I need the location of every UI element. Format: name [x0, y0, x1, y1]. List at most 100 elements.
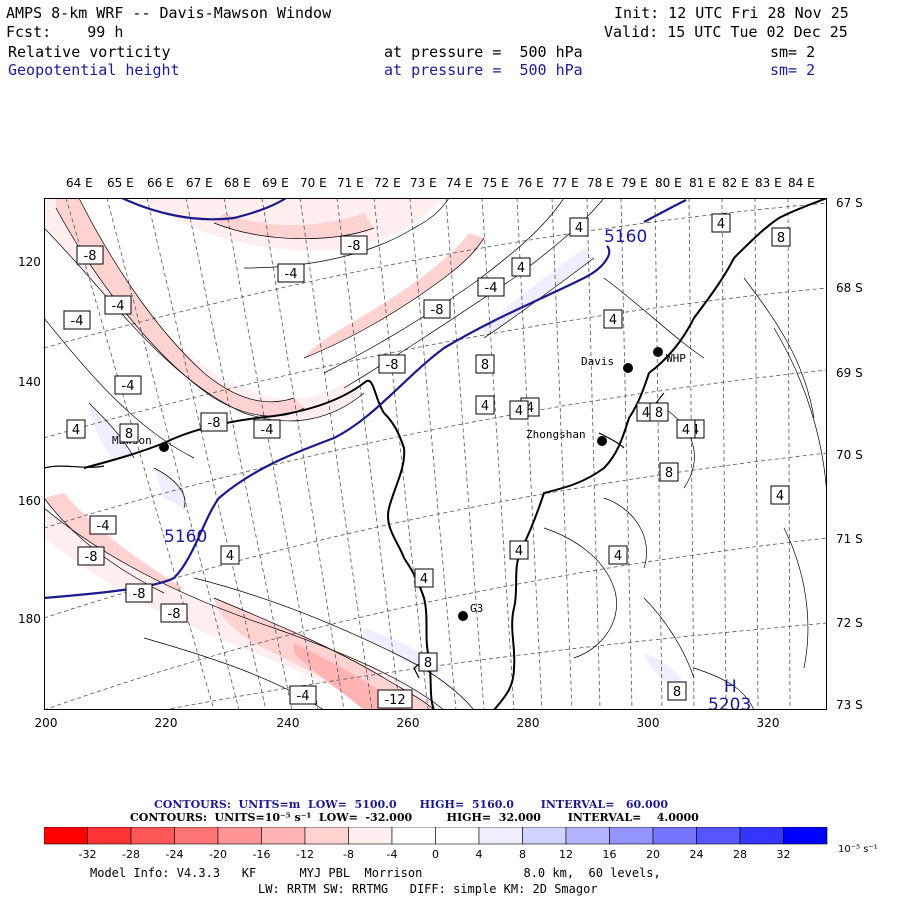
lon-label: 66 E [147, 176, 174, 190]
field2-level: at pressure = 500 hPa [384, 61, 583, 79]
svg-text:-8: -8 [84, 249, 97, 264]
contour-label: 4 [711, 213, 731, 233]
svg-text:-4: -4 [122, 379, 135, 394]
svg-text:-8: -8 [168, 607, 181, 622]
colorbar-label: -16 [252, 848, 271, 861]
high-marker: H [724, 677, 737, 697]
svg-text:-4: -4 [261, 423, 274, 438]
station-label: G3 [470, 602, 483, 615]
contour-label: 4 [511, 257, 531, 277]
field1-level: at pressure = 500 hPa [384, 43, 583, 61]
contour-label: -4 [63, 310, 91, 330]
svg-text:4: 4 [609, 313, 617, 328]
lat-label: 71 S [836, 532, 863, 546]
svg-text:4: 4 [717, 217, 725, 232]
davis-marker [623, 363, 633, 373]
x-tick: 260 [396, 716, 420, 730]
contour-label: -4 [104, 295, 132, 315]
contour-label: -4 [289, 685, 317, 705]
svg-text:8: 8 [655, 406, 663, 421]
colorbar-swatch [44, 827, 88, 845]
svg-text:8: 8 [481, 358, 489, 373]
colorbar-label: 28 [733, 848, 747, 861]
svg-text:4: 4 [226, 549, 234, 564]
high-value: 5203 [708, 695, 751, 710]
svg-text:-8: -8 [208, 416, 221, 431]
contour-label: -8 [77, 546, 105, 566]
colorbar-label: 4 [475, 848, 483, 861]
lon-label: 76 E [517, 176, 544, 190]
lon-label: 72 E [374, 176, 401, 190]
whp-marker [653, 347, 663, 357]
svg-text:8: 8 [777, 231, 785, 246]
colorbar-swatch [739, 827, 784, 845]
svg-text:4: 4 [481, 399, 489, 414]
lon-label: 84 E [788, 176, 815, 190]
zhongshan-marker [597, 436, 607, 446]
colorbar-swatch [304, 827, 349, 845]
g3-marker [458, 611, 468, 621]
svg-text:-8: -8 [431, 303, 444, 318]
colorbar-swatch [609, 827, 654, 845]
svg-text:-12: -12 [384, 693, 405, 708]
svg-text:-4: -4 [97, 519, 110, 534]
contour-labels: -8-8-4-4-444-4-88-8-8-4-4-8-4-8-8-4 -1288… [63, 213, 791, 709]
contour-label: 8 [649, 402, 669, 422]
mawson-marker [159, 442, 169, 452]
lon-label: 67 E [186, 176, 213, 190]
contour-label: 8 [475, 354, 495, 374]
contour-label: 8 [771, 227, 791, 247]
svg-text:-4: -4 [297, 689, 310, 704]
contour-label: -8 [378, 354, 406, 374]
x-tick: 280 [516, 716, 540, 730]
station-label: Zhongshan [526, 428, 586, 441]
contour-label: 4 [220, 545, 240, 565]
svg-text:4: 4 [515, 404, 523, 419]
colorbar-swatch [478, 827, 523, 845]
station-markers [159, 347, 663, 621]
contour-label: -8 [340, 235, 368, 255]
svg-text:4: 4 [614, 549, 622, 564]
contour-label: 4 [603, 309, 623, 329]
colorbar-label: 16 [602, 848, 617, 861]
contour-label: 4 [608, 545, 628, 565]
svg-text:-4: -4 [112, 299, 125, 314]
svg-text:8: 8 [125, 427, 133, 442]
svg-text:-4: -4 [285, 267, 298, 282]
lat-label: 73 S [836, 698, 863, 712]
lon-label: 82 E [722, 176, 749, 190]
colorbar-label: -32 [78, 848, 97, 861]
colorbar-label: 20 [646, 848, 660, 861]
contour-label: 4 [414, 568, 434, 588]
lon-label: 65 E [107, 176, 134, 190]
svg-text:-8: -8 [348, 239, 361, 254]
colorbar-swatch [261, 827, 306, 845]
svg-text:-8: -8 [386, 358, 399, 373]
colorbar-label: -8 [343, 848, 354, 861]
contour-label: 4 [475, 395, 495, 415]
colorbar-swatch [130, 827, 175, 845]
svg-text:-4: -4 [485, 281, 498, 296]
contour-label: 8 [119, 423, 139, 443]
vorticity-shading [44, 198, 684, 710]
colorbar-label: -28 [122, 848, 140, 861]
lat-lon-grid [44, 198, 827, 710]
station-labels: Mawson Davis WHP Zhongshan G3 [112, 352, 686, 615]
svg-text:4: 4 [776, 489, 784, 504]
field1-name: Relative vorticity [8, 43, 171, 61]
contour-label: -4 [89, 515, 117, 535]
y-tick: 120 [18, 255, 41, 269]
contour-label: 4 [66, 419, 86, 439]
contour-label: 4 [569, 217, 589, 237]
lat-label: 70 S [836, 448, 863, 462]
colorbar-swatch [435, 827, 480, 845]
contour-label: 4 [770, 485, 790, 505]
field2-smoothing: sm= 2 [770, 61, 816, 79]
contour-label: 4 [509, 540, 529, 560]
lon-label: 74 E [446, 176, 473, 190]
valid-time: Valid: 15 UTC Tue 02 Dec 25 [604, 23, 848, 41]
coastline [83, 198, 827, 710]
height-contour-info: CONTOURS: UNITS=m LOW= 5100.0 HIGH= 5160… [154, 798, 668, 811]
lat-label: 69 S [836, 366, 863, 380]
lat-label: 67 S [836, 196, 863, 210]
